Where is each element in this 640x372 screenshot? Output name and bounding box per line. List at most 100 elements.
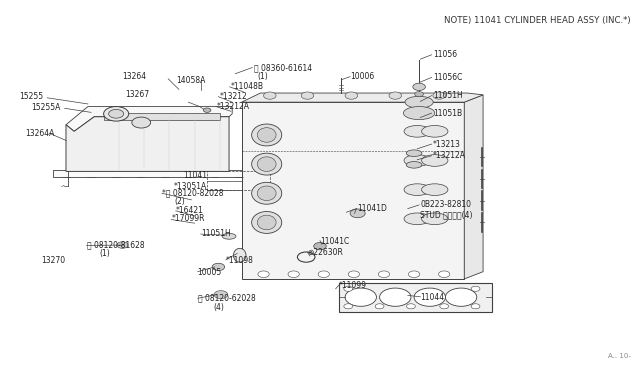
Circle shape [438, 271, 450, 278]
Text: 11051H: 11051H [201, 229, 230, 238]
Text: 13270: 13270 [41, 256, 65, 265]
Text: (1): (1) [257, 72, 268, 81]
Circle shape [415, 92, 424, 97]
Ellipse shape [252, 212, 282, 233]
Text: *13051A: *13051A [174, 182, 207, 191]
Ellipse shape [422, 184, 448, 195]
Circle shape [380, 288, 411, 306]
Circle shape [414, 288, 445, 306]
Text: *16421: *16421 [176, 206, 204, 215]
Bar [207, 171, 270, 190]
Ellipse shape [252, 153, 282, 175]
Text: *13212: *13212 [220, 92, 248, 101]
Circle shape [314, 243, 326, 250]
Text: 15255A: 15255A [31, 103, 61, 112]
Text: *13212A: *13212A [216, 102, 250, 111]
Text: ⊚22630R: ⊚22630R [307, 248, 343, 257]
Ellipse shape [422, 213, 448, 225]
Circle shape [350, 209, 365, 218]
Circle shape [348, 271, 360, 278]
Text: 13267: 13267 [125, 90, 150, 99]
Bar [54, 170, 248, 177]
Text: A.. 10-: A.. 10- [607, 353, 630, 359]
Text: 11056C: 11056C [433, 73, 462, 82]
Text: 14058A: 14058A [176, 76, 205, 85]
Text: *13213: *13213 [433, 140, 461, 148]
Circle shape [301, 92, 314, 99]
Circle shape [132, 117, 150, 128]
Text: *13212A: *13212A [433, 151, 466, 160]
Text: 11056: 11056 [433, 50, 457, 59]
Text: (1): (1) [99, 249, 110, 258]
Polygon shape [66, 106, 232, 131]
Polygon shape [66, 117, 229, 171]
Circle shape [214, 291, 228, 299]
Ellipse shape [252, 182, 282, 204]
Text: 11041: 11041 [183, 171, 207, 180]
Text: *17099R: *17099R [172, 214, 205, 223]
Ellipse shape [406, 161, 422, 168]
Circle shape [375, 304, 384, 309]
Circle shape [433, 92, 445, 99]
Polygon shape [104, 113, 220, 121]
Ellipse shape [404, 213, 430, 225]
Ellipse shape [406, 150, 422, 157]
Ellipse shape [257, 157, 276, 171]
Polygon shape [464, 95, 483, 279]
Circle shape [471, 304, 480, 309]
Text: 0B223-82810: 0B223-82810 [420, 201, 471, 209]
Ellipse shape [403, 106, 435, 120]
Ellipse shape [422, 155, 448, 166]
Ellipse shape [257, 128, 276, 142]
Ellipse shape [404, 125, 430, 137]
Text: Ⓑ 08120-81628: Ⓑ 08120-81628 [86, 241, 144, 250]
Ellipse shape [422, 125, 448, 137]
Bar [242, 102, 464, 279]
Text: 10006: 10006 [350, 72, 374, 81]
Text: Ⓑ 08120-62028: Ⓑ 08120-62028 [198, 294, 255, 303]
Text: *Ⓑ 08120-82028: *Ⓑ 08120-82028 [162, 188, 223, 197]
Text: STUD スタッド(4): STUD スタッド(4) [420, 211, 473, 219]
Circle shape [345, 288, 376, 306]
Circle shape [471, 286, 480, 291]
Circle shape [344, 286, 353, 291]
Circle shape [204, 108, 211, 112]
Ellipse shape [405, 96, 433, 108]
Ellipse shape [252, 124, 282, 146]
Text: 13264: 13264 [122, 72, 147, 81]
Circle shape [445, 288, 477, 306]
Text: *11099: *11099 [339, 280, 367, 290]
Ellipse shape [257, 186, 276, 201]
Circle shape [408, 271, 420, 278]
Text: 11041C: 11041C [320, 237, 349, 246]
Text: *11098: *11098 [226, 256, 254, 265]
Text: 11044: 11044 [420, 293, 444, 302]
Text: 15255: 15255 [19, 92, 43, 101]
Circle shape [344, 304, 353, 309]
Circle shape [440, 304, 449, 309]
Circle shape [389, 92, 401, 99]
Text: NOTE) 11041 CYLINDER HEAD ASSY (INC.*): NOTE) 11041 CYLINDER HEAD ASSY (INC.*) [444, 16, 630, 25]
Ellipse shape [404, 184, 430, 195]
Text: 11051H: 11051H [433, 91, 463, 100]
Circle shape [104, 106, 129, 121]
Circle shape [258, 271, 269, 278]
Circle shape [378, 271, 390, 278]
Text: 11051B: 11051B [433, 109, 462, 118]
Text: 13264A: 13264A [25, 129, 54, 138]
Text: Ⓢ 08360-61614: Ⓢ 08360-61614 [254, 63, 312, 72]
Polygon shape [242, 93, 483, 102]
Ellipse shape [257, 215, 276, 230]
Text: 11041D: 11041D [358, 204, 387, 213]
Text: (4): (4) [213, 302, 224, 311]
Circle shape [413, 83, 426, 90]
Text: 10005: 10005 [198, 268, 222, 277]
Ellipse shape [222, 233, 236, 239]
Circle shape [116, 242, 128, 248]
Text: (2): (2) [175, 197, 185, 206]
Circle shape [288, 271, 300, 278]
Circle shape [318, 271, 330, 278]
Circle shape [109, 109, 124, 118]
Text: *11048B: *11048B [231, 82, 264, 92]
Circle shape [406, 304, 415, 309]
